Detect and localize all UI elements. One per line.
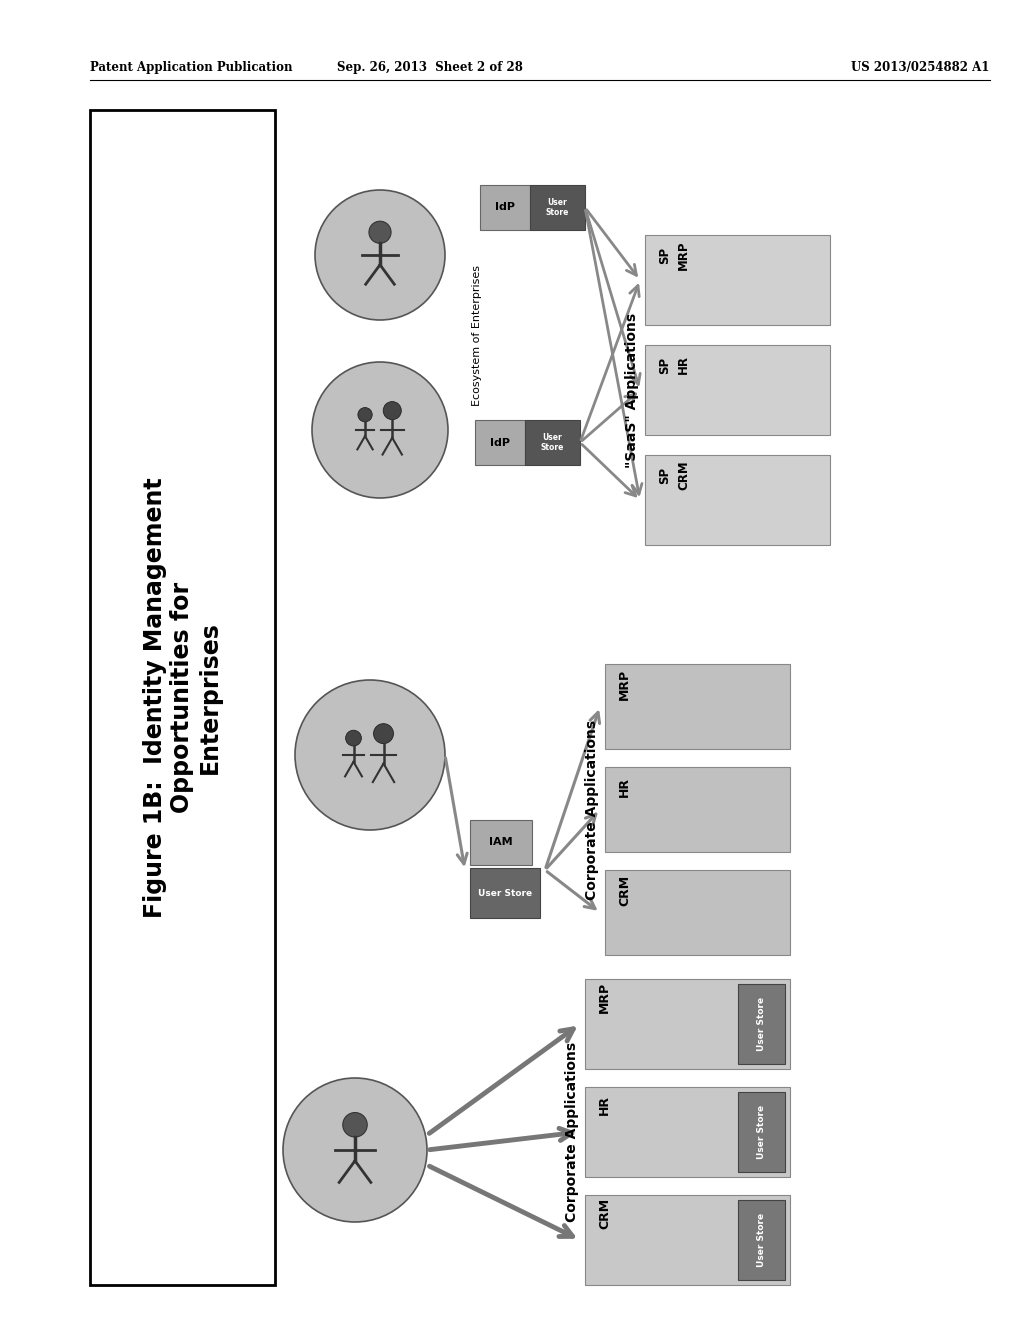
Text: US 2013/0254882 A1: US 2013/0254882 A1 xyxy=(851,62,989,74)
Text: Corporate Applications: Corporate Applications xyxy=(565,1041,579,1222)
Circle shape xyxy=(312,362,449,498)
Text: CRM: CRM xyxy=(618,874,631,906)
Text: CRM: CRM xyxy=(598,1197,611,1229)
Text: Patent Application Publication: Patent Application Publication xyxy=(90,62,293,74)
Bar xyxy=(585,1195,790,1284)
Bar xyxy=(585,1086,790,1177)
Circle shape xyxy=(383,401,401,420)
Circle shape xyxy=(358,408,372,422)
Text: IAM: IAM xyxy=(489,837,513,847)
Bar xyxy=(475,420,525,465)
Bar xyxy=(470,820,532,865)
Text: User Store: User Store xyxy=(478,888,532,898)
Text: User Store: User Store xyxy=(758,997,767,1051)
Bar xyxy=(738,1092,785,1172)
Text: MRP: MRP xyxy=(618,668,631,700)
Bar xyxy=(605,767,790,851)
Bar xyxy=(470,869,540,917)
Text: Ecosystem of Enterprises: Ecosystem of Enterprises xyxy=(472,264,482,405)
Text: HR: HR xyxy=(677,355,690,375)
Text: User
Store: User Store xyxy=(541,433,564,453)
Bar xyxy=(645,345,830,436)
Text: User Store: User Store xyxy=(758,1105,767,1159)
Circle shape xyxy=(283,1078,427,1222)
Text: SP: SP xyxy=(658,247,671,264)
Bar xyxy=(525,420,580,465)
Text: User
Store: User Store xyxy=(546,198,569,218)
Bar xyxy=(738,1200,785,1280)
Bar xyxy=(585,979,790,1069)
Text: Figure 1B:  Identity Management
Opportunities for
Enterprises: Figure 1B: Identity Management Opportuni… xyxy=(142,478,222,917)
Text: IdP: IdP xyxy=(490,437,510,447)
Bar xyxy=(605,870,790,954)
Text: CRM: CRM xyxy=(677,461,690,490)
Text: HR: HR xyxy=(618,777,631,797)
Bar xyxy=(90,110,275,1284)
Circle shape xyxy=(315,190,445,319)
Bar xyxy=(605,664,790,748)
Circle shape xyxy=(369,222,391,243)
Text: SP: SP xyxy=(658,466,671,483)
Circle shape xyxy=(343,1113,368,1137)
Text: IdP: IdP xyxy=(495,202,515,213)
Text: MRP: MRP xyxy=(677,240,690,269)
Text: MRP: MRP xyxy=(598,982,611,1012)
Text: SP: SP xyxy=(658,356,671,374)
Text: HR: HR xyxy=(598,1096,611,1115)
Bar xyxy=(645,455,830,545)
Bar xyxy=(530,185,585,230)
Text: User Store: User Store xyxy=(758,1213,767,1267)
Circle shape xyxy=(374,723,393,743)
Text: Sep. 26, 2013  Sheet 2 of 28: Sep. 26, 2013 Sheet 2 of 28 xyxy=(337,62,523,74)
Circle shape xyxy=(346,730,361,746)
Bar xyxy=(645,235,830,325)
Bar xyxy=(738,983,785,1064)
Text: Corporate Applications: Corporate Applications xyxy=(585,719,599,899)
Text: "SaaS" Applications: "SaaS" Applications xyxy=(625,313,639,467)
Circle shape xyxy=(295,680,445,830)
Bar xyxy=(480,185,530,230)
